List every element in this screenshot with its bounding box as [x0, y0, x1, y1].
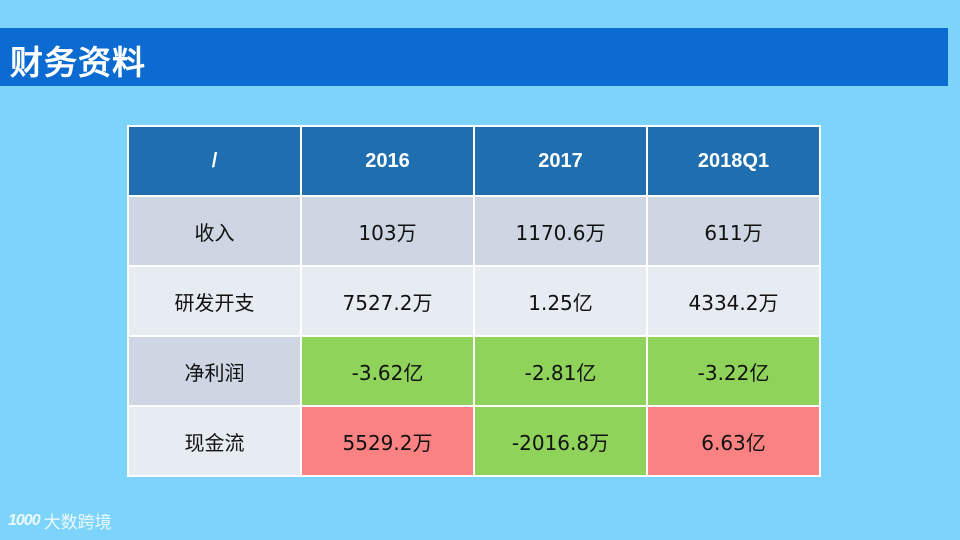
table-row-net-profit: 净利润 -3.62亿 -2.81亿 -3.22亿 — [127, 335, 821, 407]
table-cell: -3.22亿 — [646, 335, 821, 407]
table-row-cash-flow: 现金流 5529.2万 -2016.8万 6.63亿 — [127, 405, 821, 477]
header-2016: 2016 — [300, 125, 475, 197]
table-cell: 611万 — [646, 195, 821, 267]
table-cell: -2016.8万 — [473, 405, 648, 477]
table-cell: -2.81亿 — [473, 335, 648, 407]
row-label: 研发开支 — [127, 265, 302, 337]
table-cell: 4334.2万 — [646, 265, 821, 337]
header-2017: 2017 — [473, 125, 648, 197]
table-cell: -3.62亿 — [300, 335, 475, 407]
table-cell: 103万 — [300, 195, 475, 267]
table-cell: 1.25亿 — [473, 265, 648, 337]
watermark: 1000 大数跨境 — [8, 508, 112, 534]
table-cell: 1170.6万 — [473, 195, 648, 267]
header-2018q1: 2018Q1 — [646, 125, 821, 197]
slide-title: 财务资料 — [10, 43, 146, 82]
watermark-text: 大数跨境 — [43, 513, 112, 533]
table-cell: 7527.2万 — [300, 265, 475, 337]
table-row-rnd: 研发开支 7527.2万 1.25亿 4334.2万 — [127, 265, 821, 337]
row-label: 现金流 — [127, 405, 302, 477]
financial-table: / 2016 2017 2018Q1 收入 103万 1170.6万 611万 … — [127, 125, 821, 477]
table-cell: 6.63亿 — [646, 405, 821, 477]
watermark-logo-icon: 1000 — [8, 511, 41, 529]
row-label: 收入 — [127, 195, 302, 267]
title-bar: 财务资料 — [0, 28, 948, 86]
table-cell: 5529.2万 — [300, 405, 475, 477]
header-corner: / — [127, 125, 302, 197]
table-row-revenue: 收入 103万 1170.6万 611万 — [127, 195, 821, 267]
table-header-row: / 2016 2017 2018Q1 — [127, 125, 821, 197]
row-label: 净利润 — [127, 335, 302, 407]
